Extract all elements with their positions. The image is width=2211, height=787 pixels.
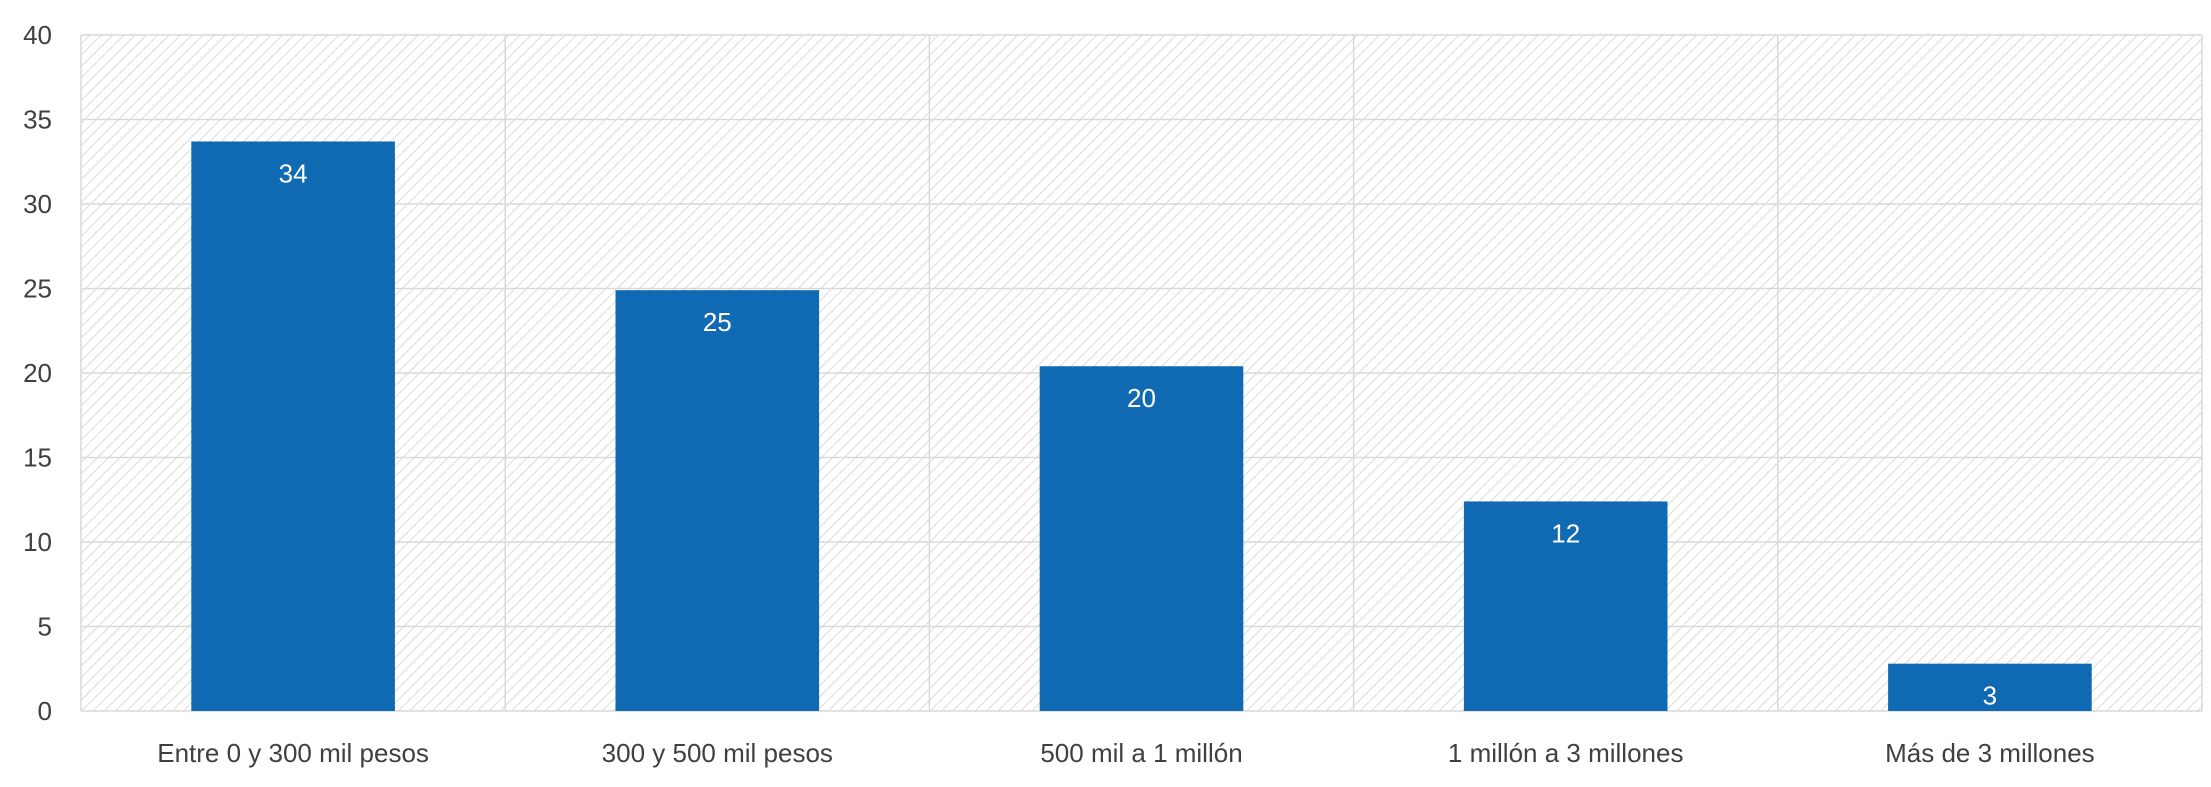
data-label: 34: [279, 158, 308, 188]
bar: [1039, 366, 1244, 711]
y-tick-label: 5: [38, 612, 52, 642]
data-label: 12: [1551, 518, 1580, 548]
y-tick-label: 40: [23, 20, 52, 50]
y-tick-label: 35: [23, 105, 52, 135]
data-labels: 34 25 20 12 3: [279, 158, 1997, 710]
y-tick-label: 10: [23, 527, 52, 557]
bar: [1463, 501, 1668, 711]
bar: [1888, 663, 2092, 711]
data-label: 3: [1983, 681, 1997, 711]
x-category-label: 300 y 500 mil pesos: [602, 738, 833, 768]
bar: [191, 141, 395, 712]
y-tick-label: 20: [23, 358, 52, 388]
x-category-label: 1 millón a 3 millones: [1448, 738, 1684, 768]
x-category-label: 500 mil a 1 millón: [1040, 738, 1242, 768]
y-tick-label: 30: [23, 189, 52, 219]
data-label: 20: [1127, 383, 1156, 413]
x-axis-labels: Entre 0 y 300 mil pesos 300 y 500 mil pes…: [157, 738, 2094, 768]
y-tick-label: 25: [23, 274, 52, 304]
data-label: 25: [703, 307, 732, 337]
x-category-label: Entre 0 y 300 mil pesos: [157, 738, 429, 768]
bar: [615, 290, 820, 711]
y-tick-label: 0: [38, 696, 52, 726]
x-category-label: Más de 3 millones: [1885, 738, 2095, 768]
y-tick-label: 15: [23, 443, 52, 473]
y-axis-ticks: 0 5 10 15 20 25 30 35 40: [23, 20, 52, 726]
bars: [191, 141, 2092, 712]
